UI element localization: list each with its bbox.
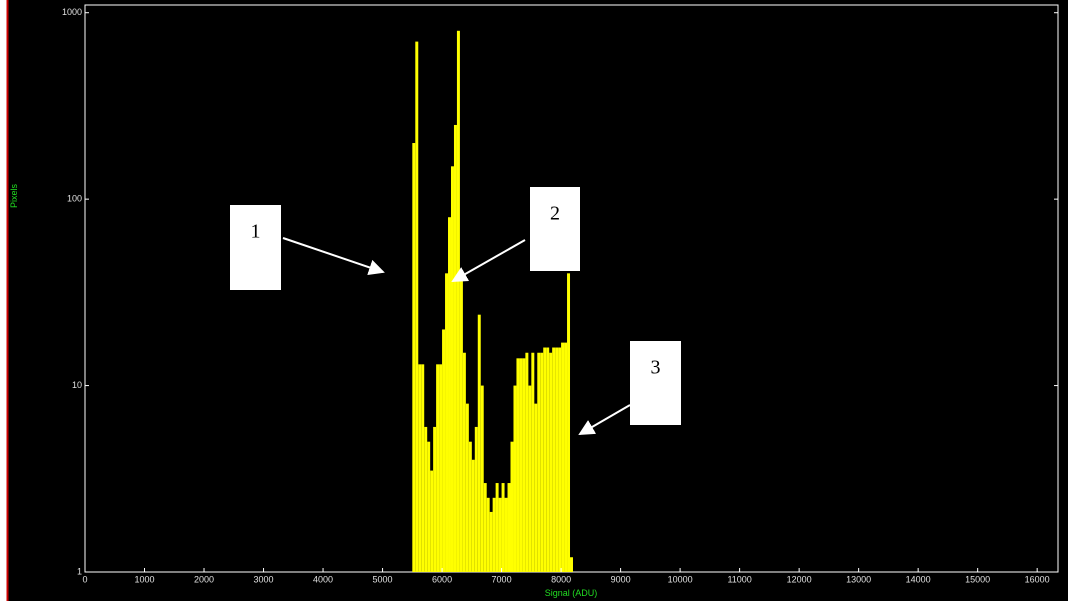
bar <box>442 329 446 572</box>
x-tick-label: 1000 <box>134 574 154 584</box>
bar <box>519 358 523 572</box>
y-tick-label: 100 <box>67 194 82 204</box>
x-tick-label: 4000 <box>313 574 333 584</box>
bar <box>462 352 466 572</box>
bar <box>424 426 428 572</box>
bar <box>546 347 550 572</box>
bar <box>504 497 508 572</box>
bar <box>564 342 568 572</box>
bar <box>498 497 502 572</box>
x-tick-label: 0 <box>82 574 87 584</box>
bar <box>486 497 490 572</box>
x-tick-label: 7000 <box>492 574 512 584</box>
bar <box>561 342 565 572</box>
bar <box>427 441 431 572</box>
bar <box>555 347 559 572</box>
bar <box>439 364 443 572</box>
bar <box>415 41 419 572</box>
x-tick-label: 8000 <box>551 574 571 584</box>
x-tick-label: 10000 <box>668 574 693 584</box>
x-tick-label: 5000 <box>373 574 393 584</box>
bar <box>510 441 514 572</box>
bar <box>570 557 573 572</box>
y-axis-label: Pixels <box>9 184 19 209</box>
bar <box>549 352 553 572</box>
x-tick-label: 13000 <box>846 574 871 584</box>
bar <box>513 385 517 572</box>
annotation-arrow <box>451 239 526 282</box>
bar <box>436 364 440 572</box>
bar <box>421 364 425 572</box>
annotation-arrow <box>282 237 385 276</box>
bar <box>456 30 460 573</box>
bar <box>465 403 469 572</box>
bar <box>567 273 571 572</box>
bar <box>450 166 454 572</box>
y-tick-label: 10 <box>72 380 82 390</box>
bar <box>412 143 416 572</box>
bar <box>495 483 499 572</box>
x-tick-label: 3000 <box>254 574 274 584</box>
bar <box>453 124 457 573</box>
bar <box>534 403 538 572</box>
bar <box>433 426 437 572</box>
bar <box>418 364 422 572</box>
bar <box>445 273 449 572</box>
bar <box>540 352 544 572</box>
annotation-arrow <box>578 404 631 436</box>
x-axis-label: Signal (ADU) <box>545 588 598 598</box>
bar <box>459 273 463 572</box>
bar <box>489 511 493 572</box>
x-tick-label: 6000 <box>432 574 452 584</box>
bar <box>516 358 520 572</box>
bar <box>501 483 505 572</box>
bar <box>507 483 511 572</box>
annotation-label: 2 <box>550 203 560 225</box>
bar <box>552 347 556 572</box>
x-tick-label: 11000 <box>727 574 751 584</box>
bar <box>448 217 451 572</box>
bar <box>525 352 529 572</box>
bar <box>483 483 487 572</box>
x-tick-label: 16000 <box>1025 574 1050 584</box>
annotation-box <box>530 187 580 271</box>
bar <box>468 441 472 572</box>
bar <box>471 459 475 572</box>
annotation-box <box>230 205 281 290</box>
bar <box>543 347 547 572</box>
x-tick-label: 9000 <box>611 574 631 584</box>
x-tick-label: 2000 <box>194 574 214 584</box>
y-tick-label: 1000 <box>62 7 82 17</box>
annotation-box <box>630 341 681 425</box>
bar <box>537 352 541 572</box>
bar <box>522 358 526 572</box>
x-tick-label: 15000 <box>965 574 990 584</box>
bar <box>531 352 535 572</box>
y-tick-label: 1 <box>77 566 82 576</box>
bar <box>477 314 481 572</box>
bar <box>558 347 562 572</box>
bar <box>492 497 496 572</box>
x-tick-label: 14000 <box>906 574 931 584</box>
annotation-label: 3 <box>651 357 661 379</box>
x-tick-label: 12000 <box>787 574 812 584</box>
bar <box>480 385 484 572</box>
bar <box>528 385 532 572</box>
bar <box>430 470 434 572</box>
bar <box>474 426 478 572</box>
annotation-label: 1 <box>251 221 261 243</box>
